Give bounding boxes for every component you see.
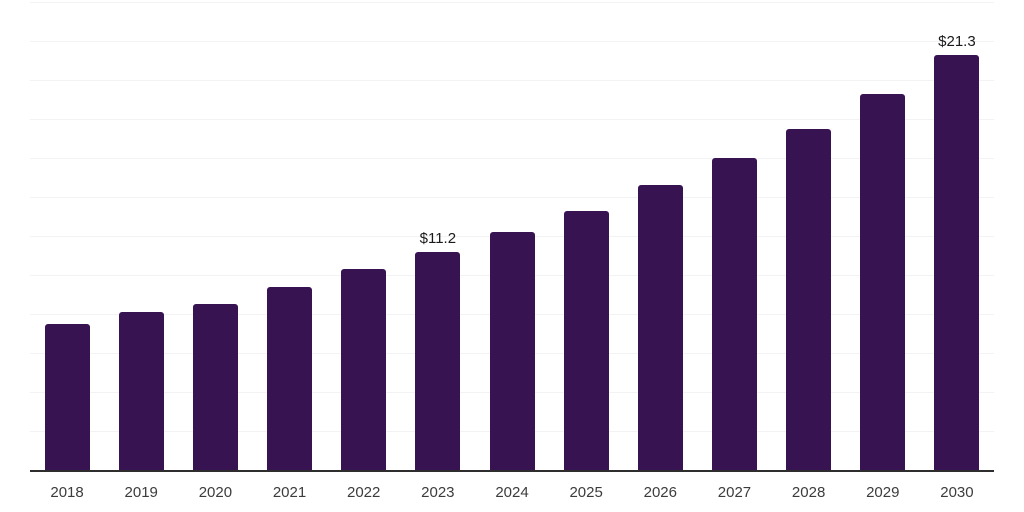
bar-2027 bbox=[711, 158, 757, 470]
x-tick-label-2024: 2024 bbox=[495, 484, 529, 501]
bar-2026 bbox=[637, 185, 683, 470]
gridline bbox=[30, 119, 994, 120]
x-tick-label-2027: 2027 bbox=[717, 484, 752, 501]
x-tick-label-2019: 2019 bbox=[124, 484, 158, 501]
gridline bbox=[30, 2, 994, 3]
bar-2020 bbox=[192, 304, 238, 470]
x-tick-label-2020: 2020 bbox=[198, 484, 233, 501]
gridline bbox=[30, 80, 994, 81]
x-tick-label-2025: 2025 bbox=[569, 484, 603, 501]
gridline bbox=[30, 41, 994, 42]
bar-2030 bbox=[934, 54, 980, 470]
gridline bbox=[30, 158, 994, 159]
bar-2028 bbox=[786, 128, 832, 470]
x-axis-line bbox=[30, 470, 994, 472]
x-tick-label-2022: 2022 bbox=[347, 484, 381, 501]
bar-2022 bbox=[341, 269, 387, 470]
x-tick-label-2030: 2030 bbox=[940, 484, 974, 501]
x-tick-label-2023: 2023 bbox=[421, 484, 455, 501]
bar-2023 bbox=[415, 251, 461, 470]
x-tick-label-2018: 2018 bbox=[50, 484, 84, 501]
bar-2025 bbox=[563, 210, 609, 470]
data-label-2030: $21.3 bbox=[938, 32, 976, 50]
x-tick-label-2029: 2029 bbox=[866, 484, 900, 501]
bar-2029 bbox=[860, 93, 906, 470]
bar-2018 bbox=[44, 323, 90, 470]
bar-2021 bbox=[267, 286, 313, 470]
bar-2019 bbox=[118, 312, 164, 470]
data-label-2023: $11.2 bbox=[419, 229, 457, 247]
bar-2024 bbox=[489, 232, 535, 470]
gridline bbox=[30, 197, 994, 198]
x-tick-label-2028: 2028 bbox=[791, 484, 826, 501]
x-tick-label-2026: 2026 bbox=[643, 484, 677, 501]
x-tick-label-2021: 2021 bbox=[272, 484, 307, 501]
plot-area: $11.2 $21.3 bbox=[30, 2, 994, 472]
